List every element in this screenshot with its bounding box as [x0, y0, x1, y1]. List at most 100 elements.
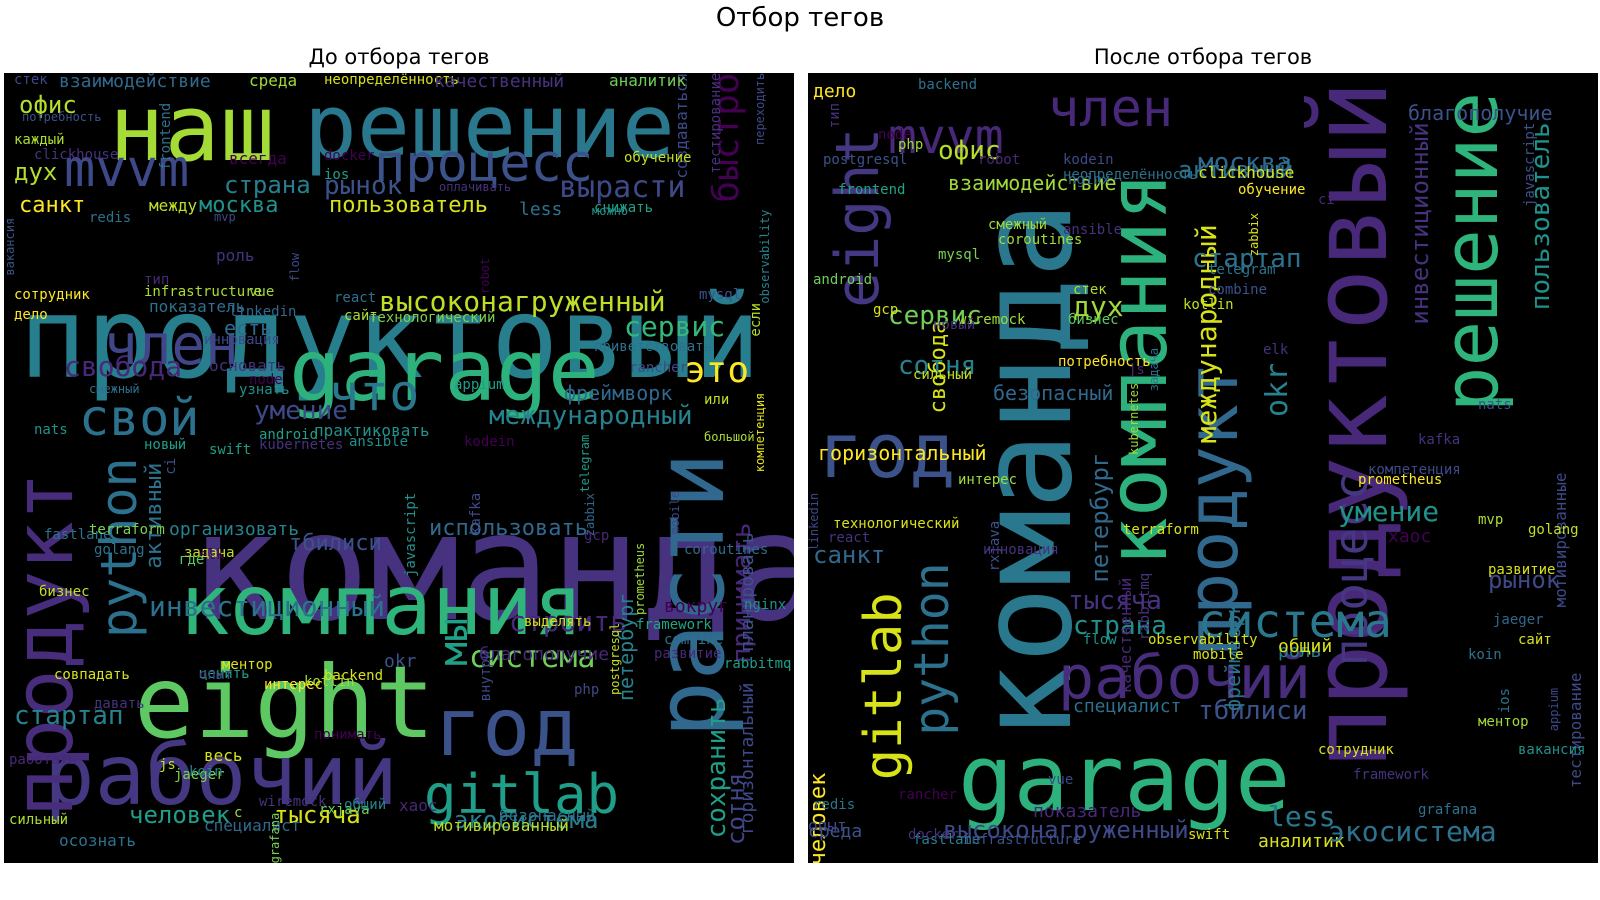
figure-title: Отбор тегов: [715, 3, 885, 33]
cloud-word: elk: [199, 547, 225, 563]
cloud-word: rabbitmq: [724, 656, 792, 672]
cloud-word: react: [334, 290, 377, 306]
cloud-word: framework: [1353, 767, 1429, 783]
cloud-word: неопределённость: [324, 73, 459, 88]
cloud-word: безопасный: [499, 806, 596, 825]
cloud-word: garage: [958, 725, 1291, 832]
cloud-word: mobile: [668, 490, 682, 535]
cloud-word: grafana: [1418, 802, 1478, 818]
cloud-word: бизнес: [39, 584, 90, 600]
cloud-word: zabbix: [1247, 212, 1261, 257]
cloud-word: clickhouse: [34, 147, 119, 163]
cloud-word: роль: [216, 246, 255, 265]
cloud-word: gitlab: [424, 763, 620, 826]
cloud-word: javascript: [403, 492, 419, 577]
cloud-word: postgresql: [608, 622, 622, 695]
cloud-word: ci: [163, 457, 179, 475]
cloud-word: тип: [144, 272, 170, 288]
cloud-word: php: [898, 137, 924, 153]
cloud-word: если: [748, 302, 764, 337]
cloud-word: развитие: [654, 646, 722, 662]
cloud-word: backend: [918, 77, 978, 93]
cloud-word: год: [818, 406, 956, 495]
cloud-word: infrastructure: [144, 284, 263, 300]
cloud-word: telegram: [1208, 262, 1276, 278]
cloud-word: расти: [636, 452, 746, 738]
cloud-word: linkedin: [808, 492, 821, 551]
cloud-word: mvp: [1478, 512, 1504, 528]
cloud-word: kotlin: [1183, 297, 1234, 313]
cloud-word: взаимодействие: [948, 171, 1117, 195]
cloud-word: обучение: [1238, 182, 1306, 198]
cloud-word: сотрудник: [1318, 742, 1394, 758]
cloud-word: ios: [324, 167, 350, 183]
cloud-word: задача: [184, 545, 235, 561]
cloud-word: общий: [1278, 636, 1333, 657]
cloud-word: осознать: [59, 831, 137, 850]
cloud-word: less: [1268, 800, 1336, 833]
cloud-word: docker: [324, 148, 375, 164]
cloud-word: eight: [134, 644, 436, 761]
cloud-word: react: [828, 530, 871, 546]
cloud-word: благополучие: [1408, 101, 1553, 125]
cloud-word: terraform: [89, 522, 165, 538]
cloud-word: elk: [1263, 342, 1289, 358]
cloud-word: observability: [758, 209, 772, 304]
cloud-word: jaeger: [174, 767, 225, 783]
cloud-word: узнать: [239, 382, 290, 398]
cloud-word: хаос: [1388, 526, 1432, 547]
cloud-word: интерес: [958, 472, 1018, 488]
right-panel-title: После отбора тегов: [1093, 45, 1313, 69]
cloud-word: специалист: [204, 816, 301, 835]
cloud-word: офис: [19, 91, 77, 119]
cloud-word: технологический: [369, 310, 496, 326]
cloud-word: рынок: [1488, 566, 1561, 594]
cloud-word: свобода: [64, 350, 183, 383]
cloud-word: vue: [1048, 772, 1074, 788]
cloud-word: среда: [249, 73, 298, 90]
cloud-word: дух: [14, 158, 58, 186]
cloud-word: kafka: [1418, 432, 1461, 448]
cloud-word: рынок: [324, 171, 403, 201]
cloud-word: смежный: [89, 382, 140, 396]
cloud-word: показатель: [149, 297, 246, 316]
cloud-word: новый: [933, 317, 976, 333]
cloud-word: мотивированные: [1551, 472, 1570, 608]
cloud-word: golang: [94, 542, 145, 558]
cloud-word: okr: [1260, 362, 1295, 417]
cloud-word: тип: [827, 102, 843, 129]
cloud-word: продуктовый: [19, 274, 761, 404]
cloud-word: приветствовать: [594, 339, 713, 355]
cloud-word: это: [684, 350, 750, 391]
cloud-word: страна: [224, 171, 311, 199]
cloud-word: процесс: [374, 134, 594, 194]
cloud-word: python: [904, 562, 960, 736]
cloud-word: wiremock: [259, 794, 327, 810]
cloud-word: jaeger: [1493, 612, 1544, 628]
cloud-word: санкт: [19, 193, 86, 218]
cloud-word: node: [878, 127, 912, 143]
cloud-word: человек: [129, 801, 231, 829]
cloud-word: выделять: [524, 614, 592, 630]
cloud-word: rxjava: [319, 802, 370, 818]
cloud-word: петербург: [1086, 452, 1114, 583]
cloud-word: combine: [1208, 282, 1268, 298]
cloud-word: год: [434, 681, 579, 774]
cloud-word: стек: [1073, 282, 1107, 298]
cloud-word: ansible: [349, 434, 409, 450]
cloud-word: telegram: [578, 434, 592, 493]
cloud-word: coroutines: [998, 232, 1083, 248]
cloud-word: frontend: [158, 102, 174, 171]
cloud-word: js: [1128, 362, 1145, 378]
cloud-word: мы: [431, 617, 477, 666]
cloud-word: nginx: [1068, 172, 1111, 188]
cloud-word: система: [469, 640, 596, 675]
cloud-word: активный: [1178, 156, 1294, 184]
cloud-word: kotlin: [304, 674, 355, 690]
cloud-word: grafana: [268, 812, 282, 863]
cloud-word: аналитик: [1258, 831, 1345, 852]
cloud-word: давать: [94, 696, 145, 712]
cloud-word: ios: [1497, 687, 1513, 714]
cloud-word: nginx: [744, 597, 787, 613]
cloud-word: дух: [1073, 290, 1124, 323]
